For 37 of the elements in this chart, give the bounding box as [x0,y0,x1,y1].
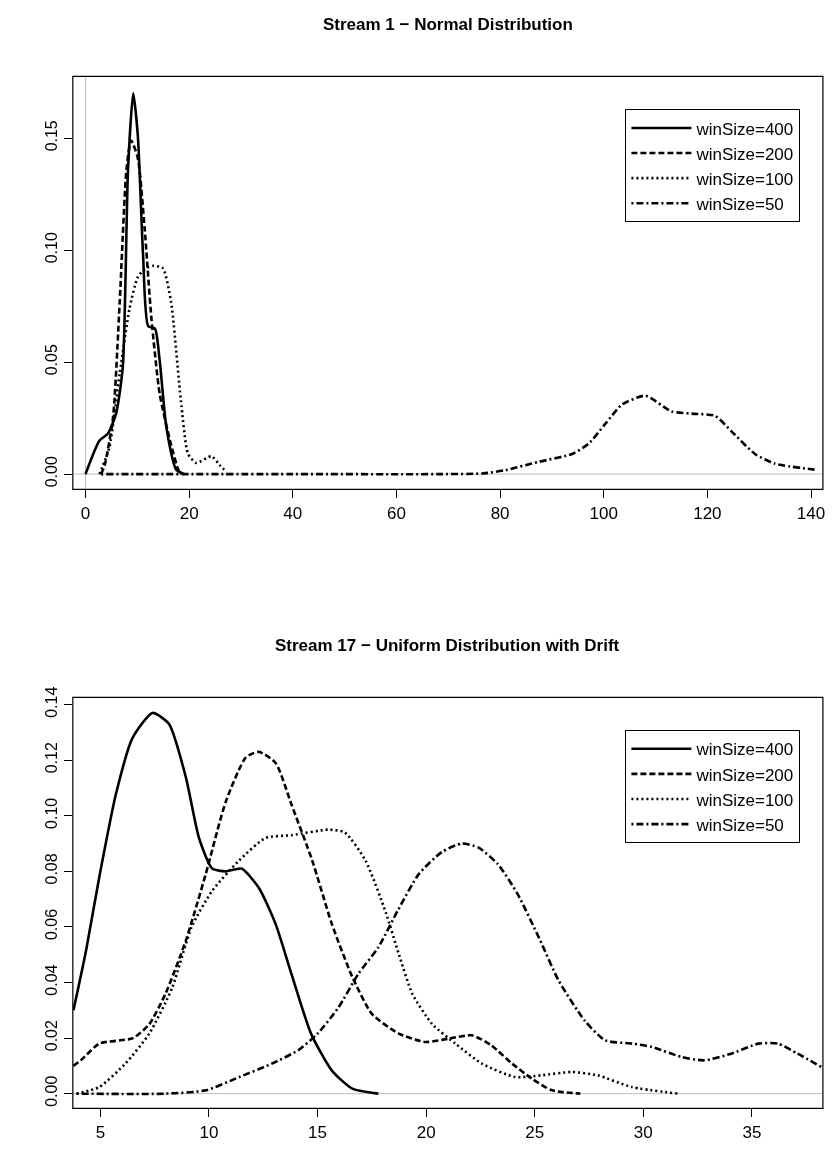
legend-label: winSize=200 [695,144,794,164]
x-tick-label: 100 [589,503,618,523]
x-tick-label: 15 [308,1122,328,1142]
chart-title: Stream 1 − Normal Distribution [323,15,573,34]
y-tick-label: 0.00 [43,1075,61,1107]
x-tick-label: 140 [796,503,826,523]
legend-label: winSize=100 [695,790,794,810]
x-tick-label: 30 [633,1122,653,1142]
x-tick-label: 40 [283,503,303,523]
legend-label: winSize=100 [695,169,794,189]
y-tick-label: 0.00 [43,456,61,488]
x-tick-label: 5 [95,1122,106,1142]
legend-label: winSize=50 [695,194,784,214]
y-tick-label: 0.06 [43,908,61,941]
x-tick-label: 10 [199,1122,219,1142]
x-tick-label: 80 [490,503,510,523]
legend-label: winSize=50 [695,815,784,835]
legend-label: winSize=400 [695,740,794,760]
chart-title: Stream 17 − Uniform Distribution with Drift [275,636,620,655]
y-tick-label: 0.05 [43,344,61,376]
y-tick-label: 0.08 [43,853,61,885]
x-tick-label: 25 [525,1122,545,1142]
y-tick-label: 0.10 [43,232,61,264]
y-tick-label: 0.02 [43,1020,61,1052]
y-tick-label: 0.10 [43,797,61,829]
x-tick-label: 20 [416,1122,436,1142]
legend-label: winSize=400 [695,119,794,139]
legend-label: winSize=200 [695,765,794,785]
y-tick-label: 0.15 [43,120,61,152]
y-tick-label: 0.14 [43,686,61,718]
x-tick-label: 35 [742,1122,762,1142]
y-tick-label: 0.04 [43,964,61,996]
x-tick-label: 20 [179,503,199,523]
x-tick-label: 60 [386,503,406,523]
x-tick-label: 0 [80,503,91,523]
y-tick-label: 0.12 [43,742,61,774]
x-tick-label: 120 [693,503,722,523]
